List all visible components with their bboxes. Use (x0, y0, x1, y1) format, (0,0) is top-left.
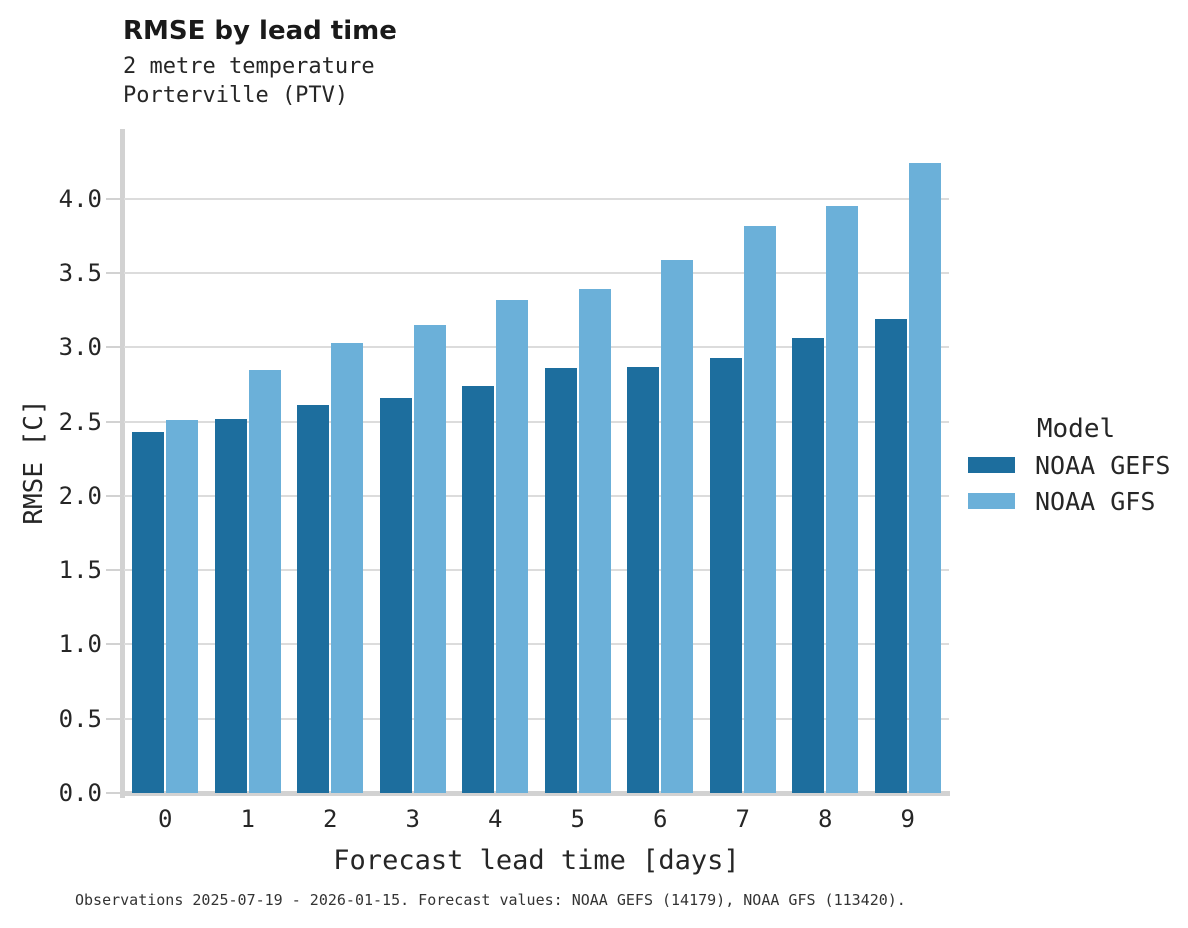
x-tick-label-6: 6 (653, 805, 668, 833)
y-tick-label-0.0: 0.0 (58, 779, 102, 807)
legend-item-noaa-gefs: NOAA GEFS (966, 450, 1186, 480)
y-tick-label-1.5: 1.5 (58, 556, 102, 585)
bar-noaa-gefs-lead-6 (627, 366, 660, 793)
bar-noaa-gfs-lead-0 (166, 420, 199, 793)
x-tick-label-5: 5 (570, 805, 585, 833)
gridline-y-2.0 (124, 494, 949, 497)
gridline-y-0.5 (124, 717, 949, 720)
legend-swatch-icon (968, 457, 1015, 473)
bar-noaa-gfs-lead-7 (743, 225, 776, 793)
bar-noaa-gefs-lead-4 (462, 385, 495, 793)
y-tick-mark-3.5 (106, 272, 120, 275)
y-tick-label-4.0: 4.0 (58, 184, 102, 213)
plot-area: 0 1 2 3 4 5 6 7 8 9 (106, 129, 950, 833)
chart-subtitle-line1: 2 metre temperature (123, 54, 375, 79)
x-axis-spine (120, 791, 950, 796)
legend-label: NOAA GEFS (1035, 450, 1171, 480)
y-tick-mark-0.0 (106, 792, 120, 794)
y-tick-label-0.5: 0.5 (58, 704, 102, 733)
y-tick-mark-2.0 (106, 494, 120, 497)
gridline-y-2.5 (124, 420, 949, 423)
y-tick-label-3.5: 3.5 (58, 259, 102, 288)
footer-note: Observations 2025-07-19 - 2026-01-15. Fo… (75, 891, 906, 909)
x-tick-label-3: 3 (405, 805, 420, 833)
chart-subtitle-line2: Porterville (PTV) (123, 83, 349, 108)
y-tick-mark-1.0 (106, 643, 120, 646)
gridline-y-1.0 (124, 643, 949, 646)
gridline-y-4.0 (124, 197, 949, 200)
bar-noaa-gefs-lead-9 (874, 319, 907, 793)
bar-noaa-gefs-lead-7 (709, 357, 742, 793)
legend-label: NOAA GFS (1035, 486, 1156, 516)
y-tick-label-3.0: 3.0 (58, 333, 102, 362)
y-tick-label-1.0: 1.0 (58, 630, 102, 659)
x-axis-label: Forecast lead time [days] (333, 845, 740, 876)
gridline-y-3.5 (124, 272, 949, 275)
y-tick-mark-1.5 (106, 569, 120, 572)
x-tick-label-8: 8 (818, 805, 833, 833)
legend-swatch-icon (968, 493, 1015, 509)
bar-noaa-gfs-lead-9 (908, 163, 941, 793)
bar-noaa-gfs-lead-5 (578, 289, 611, 793)
chart-subtitle: 2 metre temperature Porterville (PTV) (123, 52, 375, 110)
bar-noaa-gfs-lead-8 (826, 206, 859, 793)
bar-noaa-gfs-lead-2 (331, 342, 364, 793)
x-tick-label-2: 2 (323, 805, 338, 833)
chart-title: RMSE by lead time (123, 16, 397, 46)
bar-noaa-gefs-lead-2 (297, 405, 330, 793)
bar-noaa-gefs-lead-3 (379, 397, 412, 793)
legend: Model NOAA GEFS NOAA GFS (966, 414, 1186, 516)
bar-noaa-gfs-lead-3 (413, 325, 446, 793)
x-tick-label-0: 0 (158, 805, 173, 833)
bar-noaa-gefs-lead-1 (214, 418, 247, 793)
x-tick-label-7: 7 (735, 805, 750, 833)
bar-noaa-gfs-lead-4 (496, 299, 529, 793)
y-tick-mark-4.0 (106, 197, 120, 200)
bar-noaa-gefs-lead-5 (544, 368, 577, 793)
x-tick-label-1: 1 (240, 805, 255, 833)
x-tick-label-4: 4 (488, 805, 503, 833)
y-tick-label-2.0: 2.0 (58, 481, 102, 510)
y-tick-mark-3.0 (106, 346, 120, 349)
bar-noaa-gefs-lead-0 (132, 432, 165, 793)
y-tick-mark-0.5 (106, 717, 120, 720)
y-tick-label-2.5: 2.5 (58, 407, 102, 436)
y-tick-mark-2.5 (106, 420, 120, 423)
bar-noaa-gefs-lead-8 (792, 338, 825, 793)
bar-noaa-gfs-lead-6 (661, 259, 694, 793)
legend-item-noaa-gfs: NOAA GFS (966, 486, 1186, 516)
gridline-y-1.5 (124, 569, 949, 572)
gridline-y-3.0 (124, 346, 949, 349)
y-axis-spine (120, 129, 125, 798)
x-tick-label-9: 9 (900, 805, 915, 833)
legend-title: Model (1036, 414, 1116, 444)
bar-noaa-gfs-lead-1 (248, 369, 281, 793)
